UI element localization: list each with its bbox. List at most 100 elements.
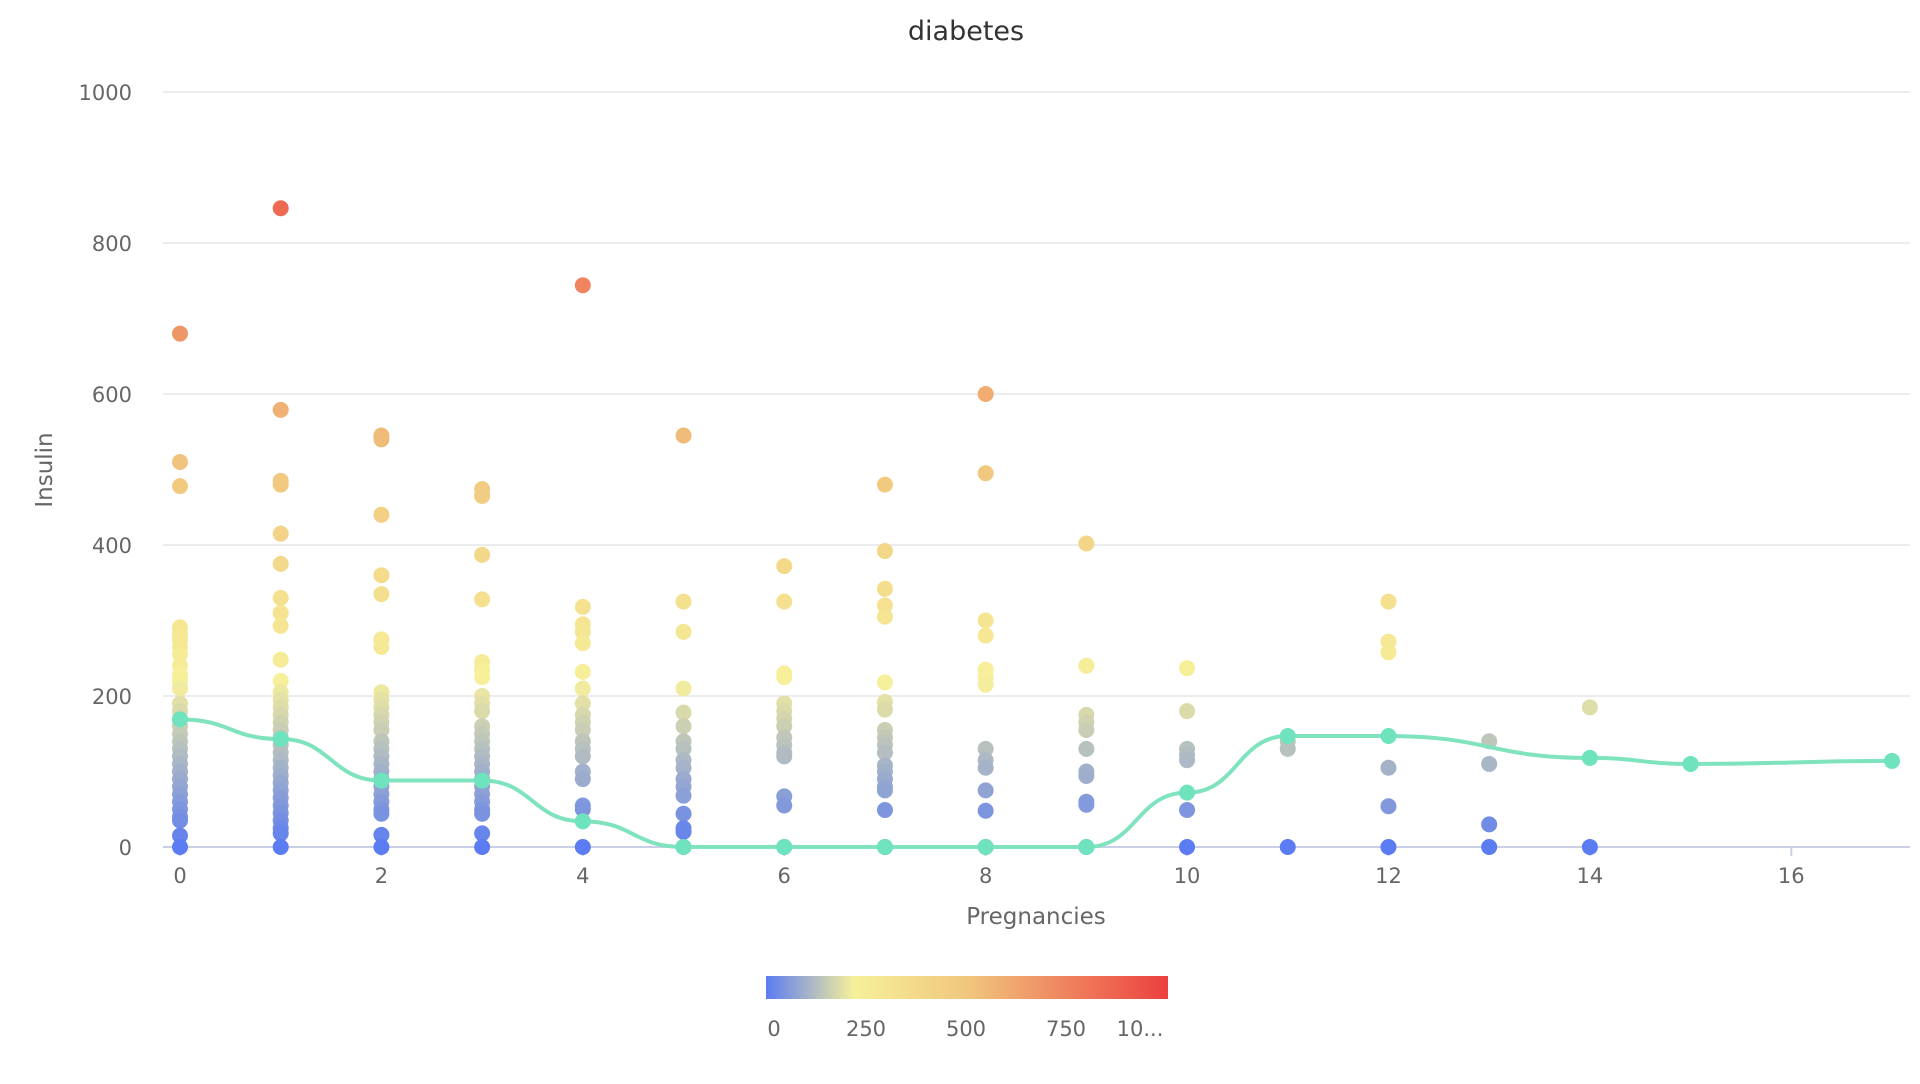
scatter-point[interactable] — [1380, 839, 1397, 855]
scatter-point[interactable] — [1279, 839, 1296, 855]
scatter-point[interactable] — [373, 638, 390, 655]
trend-line-point[interactable] — [776, 839, 793, 855]
scatter-point[interactable] — [272, 401, 289, 418]
scatter-point[interactable] — [1179, 660, 1196, 677]
scatter-point[interactable] — [574, 635, 591, 652]
trend-line-point[interactable] — [474, 772, 491, 789]
scatter-point[interactable] — [574, 771, 591, 788]
scatter-point[interactable] — [675, 759, 692, 776]
scatter-point[interactable] — [574, 623, 591, 640]
scatter-point[interactable] — [172, 839, 188, 855]
scatter-point[interactable] — [1380, 593, 1397, 610]
scatter-point[interactable] — [172, 827, 188, 844]
scatter-point[interactable] — [373, 586, 390, 603]
scatter-point[interactable] — [272, 555, 289, 572]
scatter-point[interactable] — [977, 782, 994, 799]
scatter-point[interactable] — [474, 703, 491, 720]
scatter-point[interactable] — [977, 465, 994, 482]
trend-line-point[interactable] — [1279, 728, 1296, 745]
scatter-point[interactable] — [373, 826, 390, 843]
scatter-point[interactable] — [272, 604, 289, 621]
scatter-point[interactable] — [272, 839, 289, 855]
trend-line-point[interactable] — [675, 839, 692, 855]
scatter-point[interactable] — [474, 825, 491, 842]
scatter-point[interactable] — [977, 759, 994, 776]
scatter-point[interactable] — [1179, 839, 1196, 855]
scatter-point[interactable] — [977, 802, 994, 819]
scatter-point[interactable] — [574, 695, 591, 712]
scatter-point[interactable] — [1581, 699, 1598, 716]
trend-line-point[interactable] — [1884, 752, 1900, 769]
scatter-point[interactable] — [1581, 839, 1598, 855]
trend-line-point[interactable] — [1179, 784, 1196, 801]
scatter-point[interactable] — [1481, 816, 1498, 833]
scatter-point[interactable] — [1078, 657, 1095, 674]
scatter-point[interactable] — [574, 598, 591, 615]
scatter-point[interactable] — [675, 787, 692, 804]
scatter-point[interactable] — [1380, 798, 1397, 815]
scatter-point[interactable] — [272, 589, 289, 606]
scatter-point[interactable] — [977, 676, 994, 693]
scatter-point[interactable] — [776, 558, 793, 575]
scatter-point[interactable] — [1179, 703, 1196, 720]
scatter-point[interactable] — [675, 623, 692, 640]
scatter-point[interactable] — [474, 839, 491, 855]
trend-line-point[interactable] — [876, 839, 893, 855]
scatter-point[interactable] — [574, 277, 591, 294]
scatter-point[interactable] — [1279, 740, 1296, 757]
scatter-point[interactable] — [172, 646, 188, 663]
trend-line-point[interactable] — [272, 731, 289, 748]
scatter-point[interactable] — [776, 593, 793, 610]
scatter-point[interactable] — [272, 651, 289, 668]
scatter-point[interactable] — [574, 839, 591, 855]
scatter-point[interactable] — [1078, 796, 1095, 813]
trend-line-point[interactable] — [1682, 755, 1699, 772]
scatter-point[interactable] — [876, 744, 893, 761]
scatter-point[interactable] — [373, 567, 390, 584]
trend-line-point[interactable] — [1581, 749, 1598, 766]
scatter-point[interactable] — [876, 802, 893, 819]
scatter-point[interactable] — [373, 506, 390, 523]
scatter-point[interactable] — [474, 669, 491, 686]
scatter-point[interactable] — [876, 608, 893, 625]
scatter-point[interactable] — [1481, 755, 1498, 772]
scatter-point[interactable] — [977, 386, 994, 402]
scatter-point[interactable] — [675, 680, 692, 697]
scatter-point[interactable] — [272, 525, 289, 542]
scatter-point[interactable] — [1179, 802, 1196, 819]
scatter-point[interactable] — [172, 478, 188, 495]
scatter-point[interactable] — [1380, 759, 1397, 776]
scatter-point[interactable] — [1179, 752, 1196, 769]
scatter-point[interactable] — [977, 612, 994, 629]
scatter-point[interactable] — [474, 805, 491, 822]
trend-line-point[interactable] — [977, 839, 994, 855]
scatter-point[interactable] — [977, 740, 994, 757]
scatter-point[interactable] — [675, 823, 692, 840]
scatter-point[interactable] — [1481, 839, 1498, 855]
scatter-point[interactable] — [474, 546, 491, 563]
scatter-point[interactable] — [1380, 644, 1397, 661]
scatter-point[interactable] — [876, 580, 893, 597]
scatter-point[interactable] — [675, 740, 692, 757]
scatter-point[interactable] — [574, 663, 591, 680]
scatter-point[interactable] — [272, 825, 289, 842]
trend-line-point[interactable] — [1380, 728, 1397, 745]
scatter-point[interactable] — [373, 839, 390, 855]
scatter-point[interactable] — [776, 669, 793, 686]
scatter-point[interactable] — [272, 617, 289, 634]
scatter-point[interactable] — [1078, 721, 1095, 738]
scatter-point[interactable] — [272, 200, 289, 217]
trend-line-point[interactable] — [172, 711, 188, 728]
scatter-point[interactable] — [574, 748, 591, 765]
scatter-point[interactable] — [776, 797, 793, 814]
scatter-point[interactable] — [876, 701, 893, 718]
scatter-point[interactable] — [172, 812, 188, 829]
scatter-point[interactable] — [272, 476, 289, 493]
scatter-point[interactable] — [172, 453, 188, 470]
scatter-point[interactable] — [876, 476, 893, 493]
scatter-point[interactable] — [876, 543, 893, 560]
scatter-point[interactable] — [1078, 768, 1095, 785]
scatter-point[interactable] — [675, 427, 692, 444]
scatter-point[interactable] — [977, 627, 994, 644]
trend-line-point[interactable] — [574, 813, 591, 830]
